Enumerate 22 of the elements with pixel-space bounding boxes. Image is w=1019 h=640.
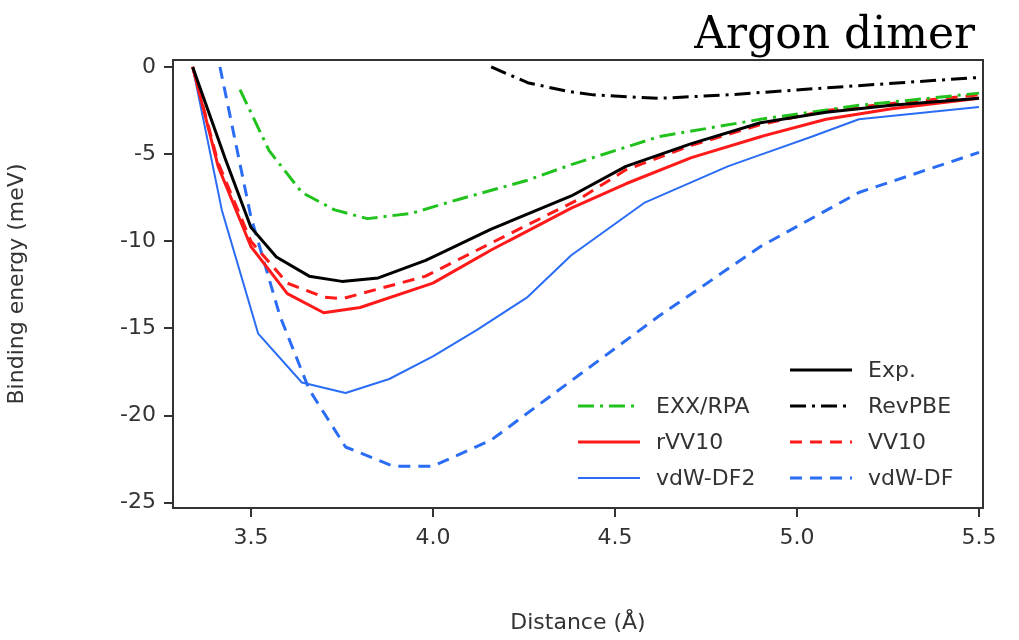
x-tick-label: 5.5 [961,523,997,549]
legend-label: rVV10 [656,428,724,454]
y-tick-label: -25 [120,488,156,514]
legend-label: vdW-DF2 [656,464,756,490]
x-tick-label: 5.0 [779,523,815,549]
legend-label: RevPBE [868,392,952,418]
legend-label: VV10 [868,428,927,454]
y-tick-label: -20 [120,401,156,427]
y-tick-label: 0 [142,52,156,78]
chart-title: Argon dimer [693,7,976,58]
y-axis-title: Binding energy (meV) [2,163,28,405]
x-tick-label: 4.5 [597,523,633,549]
legend-label: Exp. [868,356,916,382]
legend-label: EXX/RPA [656,392,750,418]
x-tick-label: 3.5 [233,523,269,549]
y-tick-label: -5 [134,139,156,165]
legend-label: vdW-DF [868,464,954,490]
line-series [238,88,981,221]
x-axis-title: Distance (Å) [510,607,646,634]
x-tick-label: 4.0 [415,523,451,549]
y-tick-label: -10 [120,227,156,253]
y-tick-label: -15 [120,314,156,340]
